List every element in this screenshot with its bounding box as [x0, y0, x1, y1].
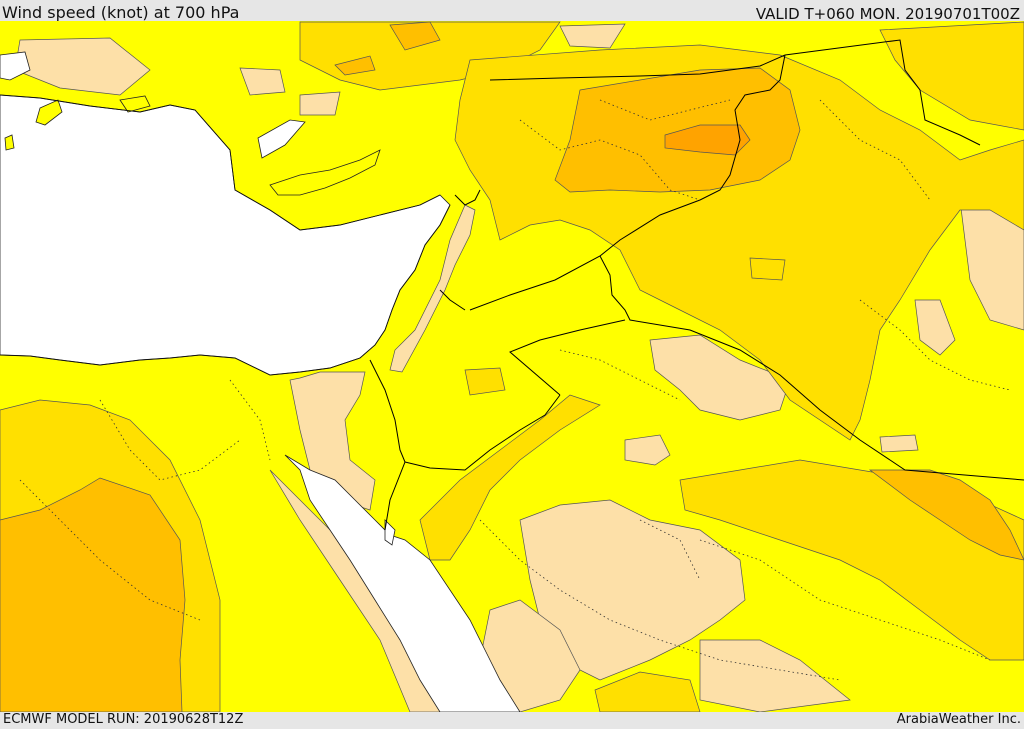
wind-speed-map — [0, 21, 1024, 712]
map-title: Wind speed (knot) at 700 hPa — [2, 3, 240, 22]
lake-tuz — [257, 119, 306, 159]
credit-label: ArabiaWeather Inc. — [896, 712, 1021, 727]
aegean-gap — [0, 51, 31, 81]
strong-wind-zones — [0, 21, 1024, 712]
province-boundaries — [19, 99, 1011, 681]
peak-wind-zone — [664, 124, 751, 156]
gulf-of-aqaba — [384, 519, 396, 546]
gulf-of-suez — [284, 454, 521, 712]
footer-bar: ECMWF MODEL RUN: 20190628T12Z ArabiaWeat… — [0, 712, 1024, 729]
cyprus-island — [269, 149, 381, 196]
coastline — [0, 94, 451, 376]
sea-areas — [0, 51, 521, 712]
header-bar: Wind speed (knot) at 700 hPa VALID T+060… — [0, 0, 1024, 23]
model-run-label: ECMWF MODEL RUN: 20190628T12Z — [3, 712, 244, 727]
islands — [4, 95, 381, 196]
country-borders — [369, 39, 1024, 531]
valid-time-label: VALID T+060 MON. 20190701T00Z — [755, 5, 1020, 23]
